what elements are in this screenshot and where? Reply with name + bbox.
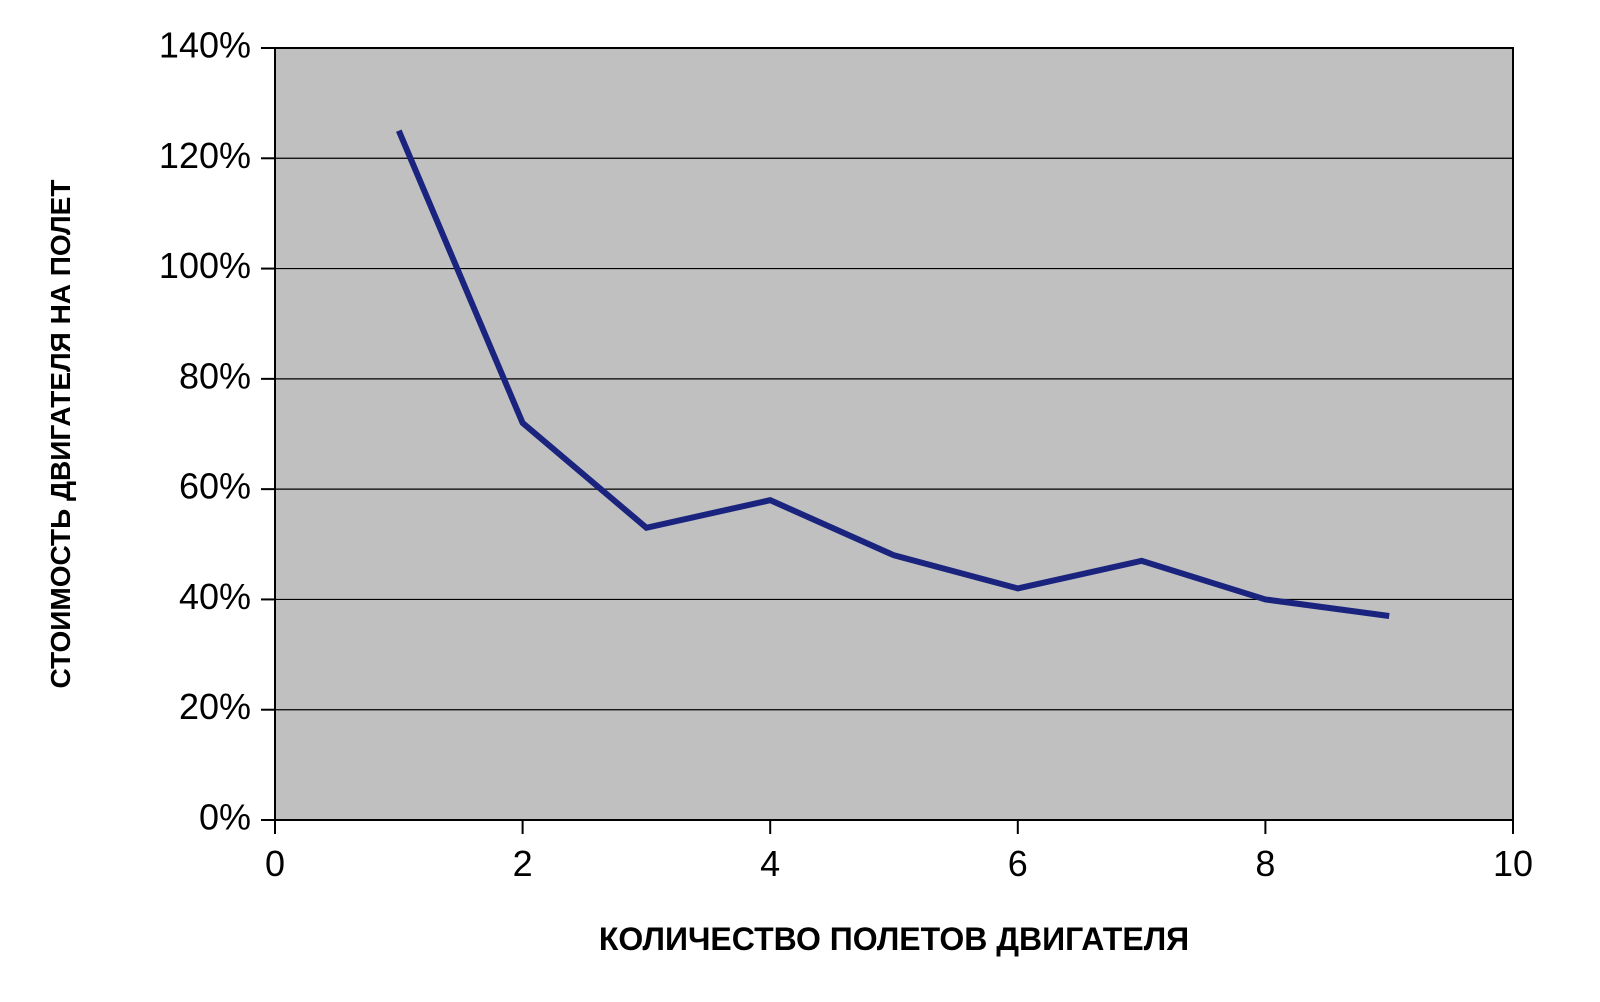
y-tick-label: 40% (179, 576, 251, 617)
y-tick-label: 20% (179, 686, 251, 727)
y-axis-label: СТОИМОСТЬ ДВИГАТЕЛЯ НА ПОЛЕТ (45, 180, 76, 689)
y-tick-label: 0% (199, 797, 251, 838)
x-axis-label: КОЛИЧЕСТВО ПОЛЕТОВ ДВИГАТЕЛЯ (599, 921, 1189, 957)
chart-svg: 0% 20% 40% 60% 80% 100% 120% 140% 0 2 4 6 8 10 КОЛИЧЕС… (0, 0, 1600, 1002)
y-tick-label: 120% (159, 135, 251, 176)
x-tick-label: 10 (1493, 843, 1533, 884)
x-tick-label: 6 (1008, 843, 1028, 884)
x-tick-label: 8 (1255, 843, 1275, 884)
x-tick-label: 4 (760, 843, 780, 884)
y-tick-label: 140% (159, 25, 251, 66)
y-tick-label: 60% (179, 466, 251, 507)
line-chart: 0% 20% 40% 60% 80% 100% 120% 140% 0 2 4 6 8 10 КОЛИЧЕС… (0, 0, 1600, 1002)
plot-area (275, 48, 1513, 820)
x-tick-label: 2 (513, 843, 533, 884)
x-tick-label: 0 (265, 843, 285, 884)
y-tick-label: 100% (159, 245, 251, 286)
y-tick-label: 80% (179, 355, 251, 396)
